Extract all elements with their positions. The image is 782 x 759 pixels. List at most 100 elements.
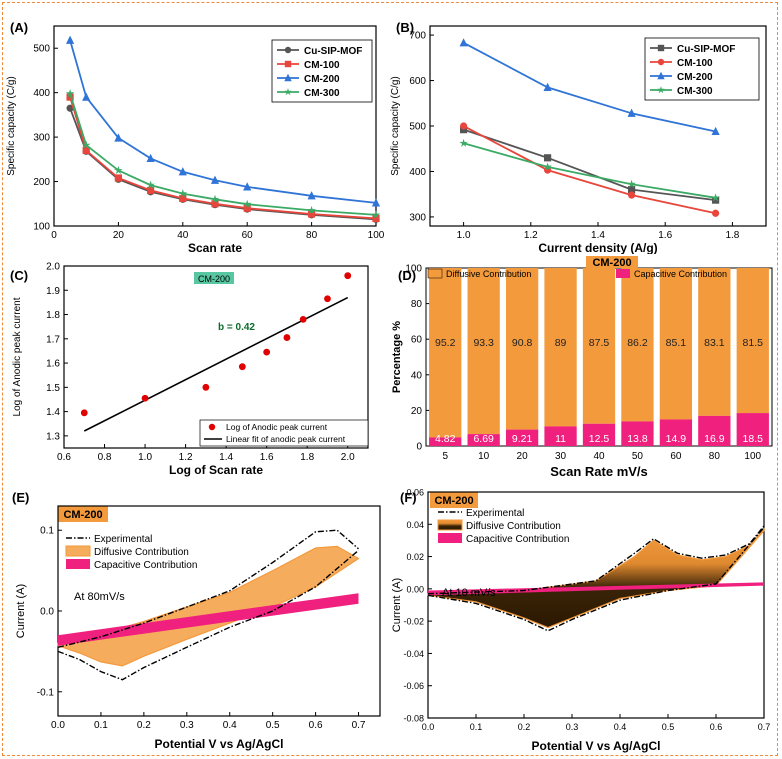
data-point [141,394,149,402]
x-tick-label: 0.4 [223,720,237,731]
data-point [243,204,251,212]
sample-tag-bg [194,272,234,284]
x-tick-label: 10 [478,451,490,462]
legend-swatch-diffusive [65,545,91,557]
diffusive-bar [544,268,577,427]
legend-label: Linear fit of anodic peak current [226,434,346,444]
y-tick-label: 80 [411,299,423,310]
x-tick-label: 1.4 [219,452,233,463]
legend-label: Experimental [94,534,152,545]
experimental-curve-lower [427,527,765,632]
x-tick-label: 1.8 [300,452,314,463]
series-line-cm-100 [463,125,716,215]
data-point [307,191,316,200]
y-tick-label: 1.9 [46,286,60,297]
x-tick-label: 0.6 [309,720,323,731]
diffusive-bar [582,268,616,424]
y-tick-label: 1.4 [46,407,60,418]
data-point [284,73,292,82]
data-point [628,186,636,194]
slope-annotation: b = 0.42 [218,322,255,333]
sample-tag-bg [430,492,478,508]
x-tick-label: 40 [593,451,605,462]
legend-label: Log of Anodic peak current [226,422,328,432]
legend-label: Cu-SIP-MOF [304,46,362,57]
x-tick-label: 0.1 [470,722,483,732]
data-point [711,193,720,202]
x-tick-label: 20 [113,230,125,241]
y-tick-label: 500 [33,44,50,55]
capacitive-bar [736,413,769,446]
capacitive-value-label: 14.9 [666,433,687,445]
plot-area-e: CM-200 0.0 0.1 0.2 0.3 0.4 0.5 0.6 0.7 -0.1 0.0 0.1… [15,505,381,751]
series-line-cm-300 [69,93,377,216]
capacitive-area [58,593,359,646]
data-point [114,174,122,182]
legend-label: Diffusive Contribution [94,547,189,558]
x-axis-label: Scan Rate mV/s [550,464,648,478]
data-point [178,167,187,176]
data-point [372,214,380,223]
x-tick-label: 0.6 [57,452,71,463]
data-point [657,44,665,52]
y-tick-label: 1.7 [46,334,60,345]
panel-label-a: (A) [10,20,28,35]
capacitive-bar [505,429,539,446]
diffusive-bar [621,268,654,422]
plot-area-c: 0.6 0.8 1.0 1.2 1.4 1.6 1.8 2.0 1.3 1.4 1.5 1.6 1.7 1… [12,262,369,477]
x-tick-label: 0.3 [566,722,579,732]
x-tick-label: 0.8 [98,452,112,463]
y-tick-label: 1.5 [46,383,60,394]
plot-area-b: 1.0 1.2 1.4 1.6 1.8 300 400 500 600 700 Current de… [390,25,767,254]
y-tick-label: 0.06 [406,488,424,498]
y-tick-label: 0.04 [406,520,424,530]
data-point [307,205,316,215]
capacitive-bar [582,423,616,446]
data-point [202,383,210,391]
x-tick-label: 1.6 [260,452,274,463]
x-axis-label: Scan rate [188,241,242,254]
data-point [284,88,292,96]
data-point [628,191,636,199]
data-point [80,409,88,417]
x-tick-label: 60 [670,451,682,462]
y-tick-label: 300 [409,212,426,223]
y-tick-label: -0.08 [403,714,424,724]
x-tick-label: 60 [242,230,254,241]
y-tick-label: -0.06 [403,681,424,691]
y-axis-label: Current (A) [391,578,403,632]
panel-label-c: (C) [10,268,28,283]
capacitive-bar [621,421,654,446]
diffusive-bar [736,268,769,414]
y-tick-label: 0.02 [406,552,424,562]
series-line-cu-sip-mof [463,128,716,201]
capacitive-bar [429,437,462,446]
capacitive-bar [659,419,693,446]
x-tick-label: 50 [632,451,644,462]
experimental-curve-upper [427,525,765,595]
y-tick-label: 200 [33,177,50,188]
legend-label: Capacitive Contribution [466,534,569,545]
x-axis-label: Log of Scan rate [169,463,263,477]
plot-area-d: 0 20 40 60 80 100 Percentage % 95.2 4.82 5 93.3 6.6… [391,256,773,478]
legend-swatch-capacitive [438,533,462,543]
diffusive-bar [429,268,462,438]
y-tick-label: 40 [411,370,423,381]
x-tick-label: 100 [744,451,761,462]
x-tick-label: 1.8 [725,230,739,241]
y-axis-label: Current (A) [15,584,27,638]
x-tick-label: 0 [51,230,57,241]
chart-title-bg [586,256,638,268]
data-point [146,153,155,163]
fit-line [83,296,349,432]
y-axis-label: Log of Anodic peak current [12,297,23,416]
panel-label-f: (F) [400,490,417,505]
data-point [284,46,292,54]
data-point [242,199,252,208]
experimental-curve-upper [57,529,359,648]
x-tick-label: 40 [177,230,189,241]
capacitive-value-label: 6.69 [473,433,494,445]
legend-label: CM-100 [677,58,713,69]
diffusive-area [427,527,765,629]
data-point [371,210,381,219]
